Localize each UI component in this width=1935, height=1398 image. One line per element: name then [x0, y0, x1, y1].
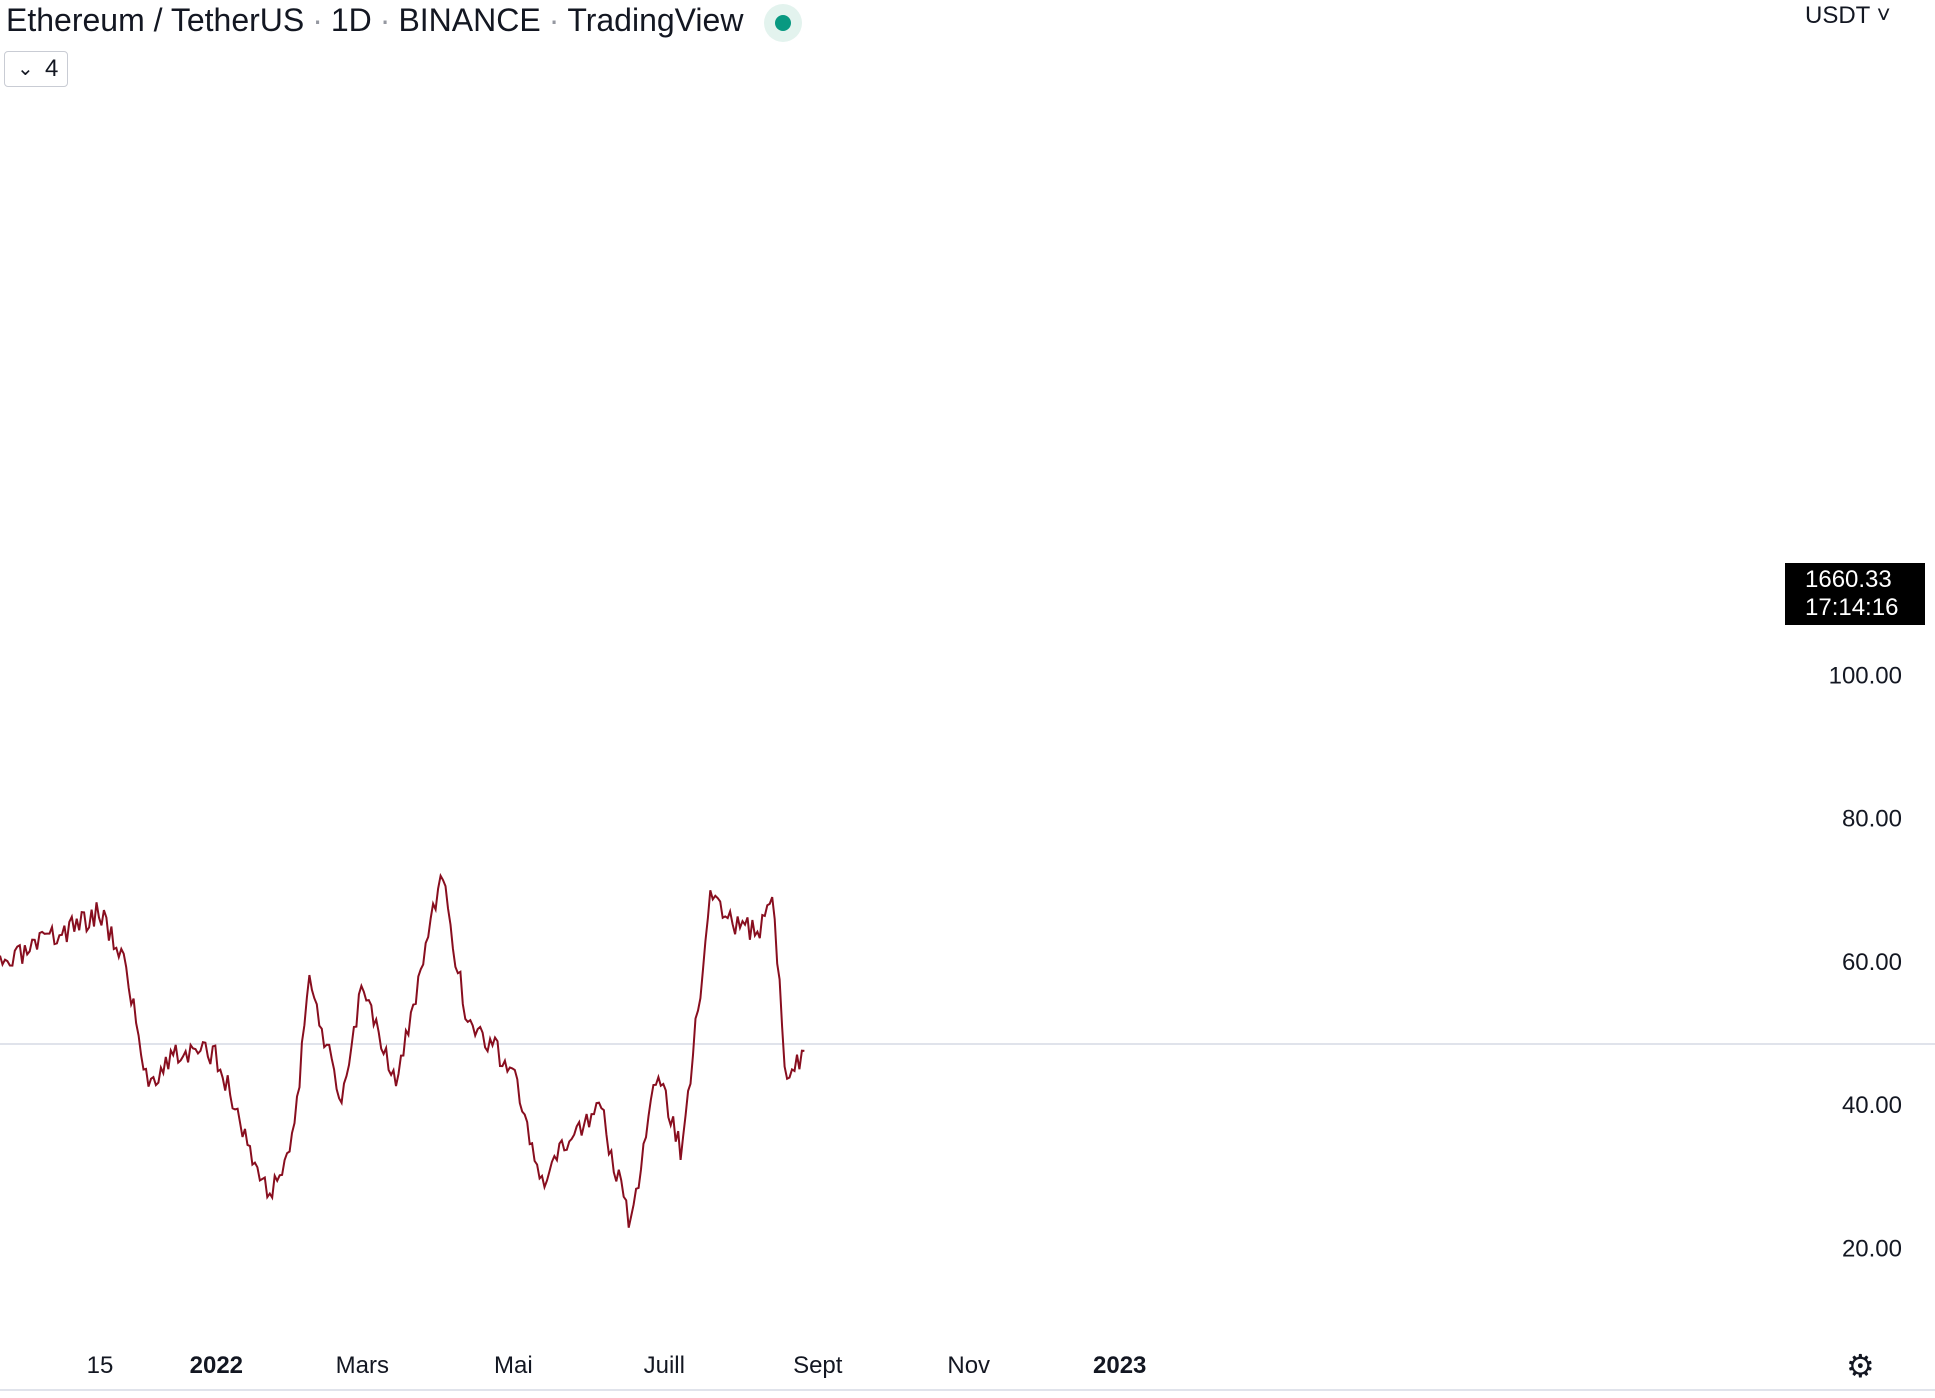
bar-countdown: 17:14:16	[1805, 594, 1899, 621]
market-status-icon[interactable]	[764, 4, 802, 42]
settings-gear-icon[interactable]: ⚙	[1846, 1348, 1875, 1384]
time-axis-label: Sept	[793, 1352, 843, 1379]
time-axis-label: Mars	[336, 1352, 389, 1379]
chevron-down-icon: ⌄	[17, 58, 34, 80]
time-axis-label: Mai	[494, 1352, 533, 1379]
time-axis-label: Nov	[947, 1352, 990, 1379]
rsi-axis-label: 60.00	[1842, 949, 1902, 976]
chevron-down-icon: ˅	[1869, 2, 1891, 29]
time-axis-label: 15	[87, 1352, 114, 1379]
time-axis-label: 2022	[190, 1352, 243, 1379]
rsi-axis-label: 100.00	[1829, 663, 1902, 690]
rsi-axis-label: 80.00	[1842, 806, 1902, 833]
rsi-axis-label: 40.00	[1842, 1092, 1902, 1119]
last-price: 1660.33	[1805, 566, 1892, 593]
interval-label: 1D	[330, 2, 372, 38]
symbol-name: Ethereum / TetherUS	[6, 2, 305, 38]
indicator-count: 4	[45, 55, 59, 82]
provider-label: TradingView	[567, 2, 744, 38]
exchange-label: BINANCE	[398, 2, 541, 38]
market-open-dot	[775, 15, 791, 31]
rsi-line	[0, 872, 805, 1228]
symbol-header[interactable]: Ethereum / TetherUS · 1D · BINANCE · TradingVi…	[6, 2, 744, 38]
currency-selector[interactable]: USDT ˅	[1805, 2, 1891, 30]
currency-label: USDT	[1805, 2, 1870, 29]
last-price-tag: 1660.33 17:14:16	[1785, 563, 1925, 625]
time-axis-label: 2023	[1093, 1352, 1146, 1379]
indicators-toggle-button[interactable]: ⌄ 4	[4, 51, 68, 87]
rsi-axis-label: 20.00	[1842, 1235, 1902, 1262]
time-axis-label: Juill	[644, 1352, 685, 1379]
